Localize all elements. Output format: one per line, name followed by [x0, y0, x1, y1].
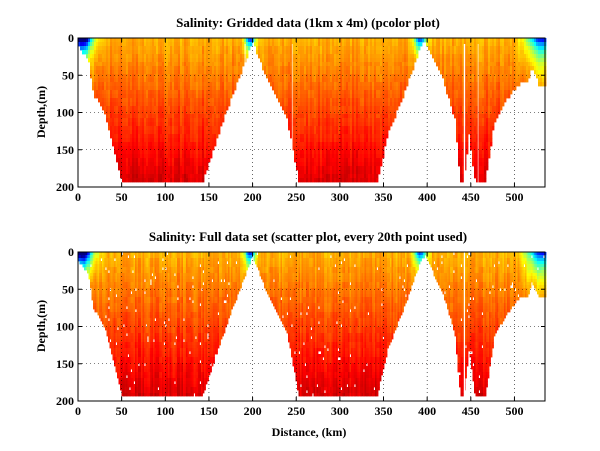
- plot-2-y-ticks: 0 50 100 150 200: [56, 245, 545, 408]
- x-tick-label: 400: [418, 404, 436, 418]
- x-tick-label: 50: [116, 190, 128, 204]
- y-tick-label: 50: [62, 68, 74, 82]
- plot-2-x-label: Distance, (km): [272, 425, 347, 439]
- x-tick-label: 250: [287, 190, 305, 204]
- x-tick-label: 250: [287, 404, 305, 418]
- x-tick-label: 300: [331, 404, 349, 418]
- plot-1-x-ticks: 0 50 100 150 200 250 300 350 400 450 500: [75, 38, 523, 204]
- y-tick-label: 0: [68, 245, 74, 259]
- plot-1-grid: [78, 38, 545, 187]
- x-tick-label: 150: [200, 404, 218, 418]
- x-tick-label: 300: [331, 190, 349, 204]
- x-tick-label: 350: [375, 404, 393, 418]
- y-tick-label: 0: [68, 31, 74, 45]
- plot-2-y-label: Depth,(m): [34, 300, 48, 352]
- x-tick-label: 0: [75, 404, 81, 418]
- plot-1: Salinity: Gridded data (1km x 4m) (pcolo…: [34, 15, 547, 204]
- x-tick-label: 50: [116, 404, 128, 418]
- x-tick-label: 150: [200, 190, 218, 204]
- y-tick-label: 150: [56, 357, 74, 371]
- plot-2-scatter: [78, 252, 547, 401]
- plot-2-grid: [78, 252, 545, 401]
- y-tick-label: 200: [56, 180, 74, 194]
- x-tick-label: 400: [418, 190, 436, 204]
- y-tick-label: 150: [56, 143, 74, 157]
- x-tick-label: 450: [462, 190, 480, 204]
- y-tick-label: 100: [56, 320, 74, 334]
- plot-2: Salinity: Full data set (scatter plot, e…: [34, 229, 547, 439]
- y-tick-label: 100: [56, 106, 74, 120]
- y-tick-label: 200: [56, 394, 74, 408]
- x-tick-label: 200: [244, 190, 262, 204]
- plot-1-y-ticks: 0 50 100 150 200: [56, 31, 545, 194]
- x-tick-label: 450: [462, 404, 480, 418]
- x-tick-label: 200: [244, 404, 262, 418]
- x-tick-label: 0: [75, 190, 81, 204]
- plot-2-title: Salinity: Full data set (scatter plot, e…: [149, 229, 467, 244]
- plot-1-title: Salinity: Gridded data (1km x 4m) (pcolo…: [176, 15, 440, 30]
- x-tick-label: 350: [375, 190, 393, 204]
- x-tick-label: 500: [505, 404, 523, 418]
- plot-1-heatmap: [78, 38, 547, 193]
- plot-1-y-label: Depth,(m): [34, 86, 48, 138]
- plot-2-x-ticks: 0 50 100 150 200 250 300 350 400 450 500: [75, 252, 523, 418]
- x-tick-label: 100: [156, 190, 174, 204]
- x-tick-label: 500: [505, 190, 523, 204]
- x-tick-label: 100: [156, 404, 174, 418]
- y-tick-label: 50: [62, 282, 74, 296]
